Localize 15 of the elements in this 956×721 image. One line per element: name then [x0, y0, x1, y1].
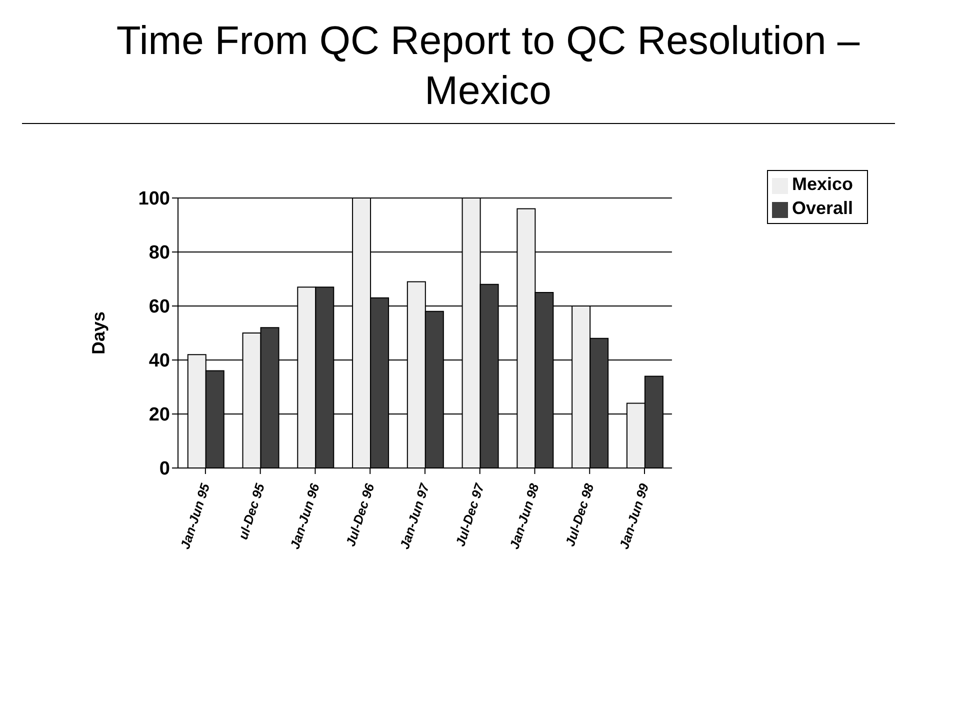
- y-tick-label: 80: [148, 242, 170, 264]
- y-tick-label: 100: [138, 188, 170, 210]
- y-axis-title: Days: [88, 311, 108, 355]
- x-tick-label: Jul-Dec 97: [452, 480, 488, 548]
- legend-label: Overall: [792, 198, 853, 218]
- x-tick-label: ul-Dec 95: [235, 480, 268, 542]
- y-tick-label: 0: [159, 458, 170, 480]
- legend-label: Mexico: [792, 174, 853, 194]
- x-tick-label: Jul-Dec 98: [562, 480, 597, 548]
- chart-title: Time From QC Report to QC Resolution – Mexico: [115, 18, 861, 115]
- y-tick-label: 40: [148, 350, 170, 372]
- y-tick-label: 20: [148, 404, 170, 426]
- y-tick-label: 60: [148, 296, 170, 318]
- x-tick-label: Jul-Dec 96: [342, 480, 378, 548]
- x-tick-label: Jan-Jun 95: [177, 480, 213, 551]
